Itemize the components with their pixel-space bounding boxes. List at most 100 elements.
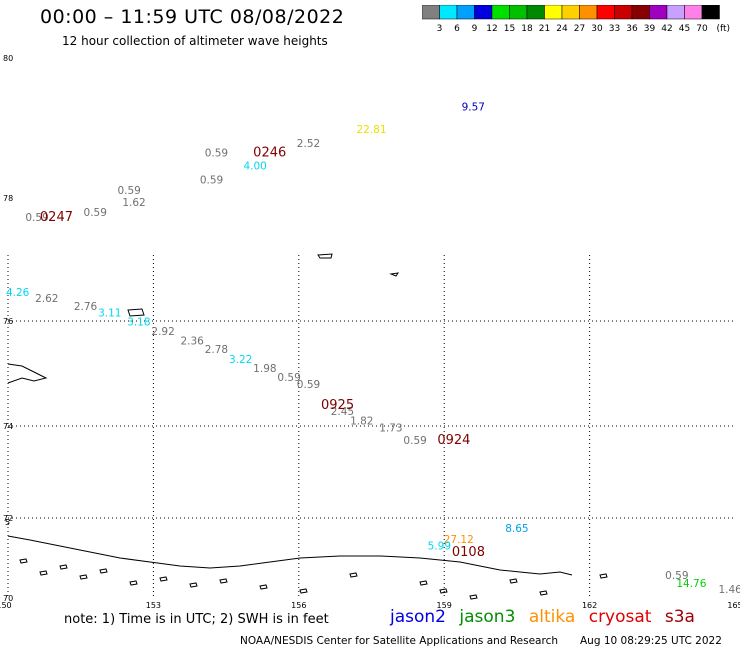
lon-label: 150 bbox=[0, 601, 12, 610]
islet-outline bbox=[59, 564, 68, 570]
islet-outline bbox=[509, 578, 518, 584]
islet-outline bbox=[599, 573, 608, 579]
wave-height-label: 2.76 bbox=[74, 301, 98, 313]
legend-label: 70 bbox=[696, 24, 708, 34]
islet-outline bbox=[299, 588, 308, 594]
legend-label: 9 bbox=[472, 24, 478, 34]
wave-height-label: 1.82 bbox=[350, 415, 373, 427]
footer-note: note: 1) Time is in UTC; 2) SWH is in fe… bbox=[64, 612, 329, 627]
islet-outline bbox=[39, 570, 48, 576]
wave-height-label: 3.18 bbox=[127, 317, 150, 329]
wave-height-label: 0.59 bbox=[665, 570, 688, 582]
lat-label: 70 bbox=[3, 594, 13, 603]
wave-height-label: 4.00 bbox=[243, 160, 266, 172]
satellite-altika: altika bbox=[528, 607, 576, 627]
wave-height-label: 2.92 bbox=[151, 326, 174, 338]
islet-outline bbox=[469, 594, 478, 600]
wave-height-label: 22.81 bbox=[356, 124, 386, 136]
lon-label: 159 bbox=[437, 601, 452, 610]
legend-label: 15 bbox=[504, 24, 515, 34]
legend-label: 30 bbox=[591, 24, 603, 34]
legend-label: 36 bbox=[626, 24, 638, 34]
wave-height-label: 2.52 bbox=[297, 138, 320, 150]
lat-label: 72 bbox=[3, 514, 13, 523]
wave-height-label: 0.59 bbox=[297, 379, 320, 391]
credit-text: NOAA/NESDIS Center for Satellite Applica… bbox=[240, 635, 558, 647]
credit-timestamp: Aug 10 08:29:25 UTC 2022 bbox=[580, 635, 722, 647]
islet-outline bbox=[439, 588, 448, 594]
legend-label: 24 bbox=[556, 24, 568, 34]
satellite-s3a: s3a bbox=[664, 607, 695, 627]
legend-label: 45 bbox=[679, 24, 690, 34]
wave-height-label: 3.11 bbox=[98, 308, 121, 320]
islet-outline bbox=[19, 558, 28, 564]
legend-label: 39 bbox=[644, 24, 656, 34]
wave-height-label: 0.59 bbox=[117, 185, 140, 197]
wave-height-label: 8.65 bbox=[505, 523, 528, 535]
wave-height-label: 1.98 bbox=[253, 363, 276, 375]
legend-label: 12 bbox=[486, 24, 497, 34]
island-outline bbox=[7, 363, 48, 384]
wave-height-label: 9.57 bbox=[462, 102, 485, 114]
pass-time-labels: 0246 0247 0925 0924 0108 bbox=[40, 146, 485, 560]
island-outline bbox=[389, 272, 400, 277]
satellite-legend: jason2 jason3 altika cryosat s3a bbox=[390, 607, 703, 627]
wave-height-label: 1.62 bbox=[122, 197, 145, 209]
pass-time-label: 0924 bbox=[437, 433, 470, 448]
islet-outline bbox=[349, 572, 358, 578]
mainland-coast bbox=[7, 535, 573, 576]
pass-time-label: 0108 bbox=[452, 545, 485, 560]
legend-label: 3 bbox=[437, 24, 443, 34]
wave-height-label: 0.59 bbox=[200, 174, 223, 186]
legend-label: 42 bbox=[661, 24, 672, 34]
map-title: 00:00 – 11:59 UTC 08/08/2022 bbox=[40, 6, 345, 28]
edge-label: 5 bbox=[5, 518, 10, 527]
island-outline bbox=[317, 253, 333, 259]
lon-label: 153 bbox=[146, 601, 161, 610]
lon-label: 156 bbox=[291, 601, 306, 610]
wave-height-label: 0.59 bbox=[277, 372, 300, 384]
islet-outline bbox=[419, 580, 428, 586]
legend-swatch bbox=[701, 5, 720, 20]
pass-time-label: 0925 bbox=[321, 398, 354, 413]
islet-outline bbox=[539, 590, 548, 596]
islet-outline bbox=[79, 574, 88, 580]
islet-outline bbox=[99, 568, 108, 574]
satellite-jason3: jason3 bbox=[459, 607, 516, 627]
wave-height-label: 14.76 bbox=[676, 578, 706, 590]
wave-height-label: 3.22 bbox=[229, 354, 252, 366]
wave-height-label: 27.12 bbox=[444, 534, 474, 546]
legend-label: 18 bbox=[521, 24, 533, 34]
lat-label: 78 bbox=[3, 194, 13, 203]
islet-outline bbox=[129, 580, 138, 586]
wave-height-label: 0.59 bbox=[205, 148, 228, 160]
satellite-cryosat: cryosat bbox=[588, 607, 652, 627]
wave-height-label: 2.78 bbox=[205, 344, 228, 356]
wave-height-labels: 9.5722.812.520.594.000.590.591.620.590.5… bbox=[6, 102, 740, 597]
islet-outline bbox=[189, 582, 198, 588]
islet-outline bbox=[159, 576, 168, 582]
wave-height-label: 2.45 bbox=[331, 406, 354, 418]
wave-height-label: 4.26 bbox=[6, 287, 30, 299]
coastline bbox=[7, 253, 608, 600]
wave-height-label: 0.59 bbox=[84, 207, 107, 219]
legend-label: 33 bbox=[609, 24, 620, 34]
wave-height-label: 2.62 bbox=[35, 293, 58, 305]
wave-height-label: 0.59 bbox=[403, 435, 426, 447]
island-outline bbox=[127, 308, 145, 317]
legend-label: 21 bbox=[539, 24, 550, 34]
wave-height-label: 1.46 bbox=[718, 584, 740, 596]
lat-label: 74 bbox=[3, 422, 13, 431]
wave-height-label: 5.99 bbox=[428, 541, 451, 553]
wave-height-label: 2.36 bbox=[180, 336, 204, 348]
pass-time-label: 0246 bbox=[253, 146, 286, 161]
islet-outline bbox=[219, 578, 228, 584]
legend-label: 27 bbox=[574, 24, 585, 34]
wave-height-label: 0.59 bbox=[25, 212, 48, 224]
legend-unit: (ft) bbox=[716, 24, 730, 34]
islet-outline bbox=[259, 584, 268, 590]
wave-height-legend: 3 6 9 12 15 18 21 24 27 30 33 36 39 42 45 70 (ft) bbox=[422, 5, 730, 34]
satellite-jason2: jason2 bbox=[390, 607, 446, 627]
lat-label: 80 bbox=[3, 54, 13, 63]
